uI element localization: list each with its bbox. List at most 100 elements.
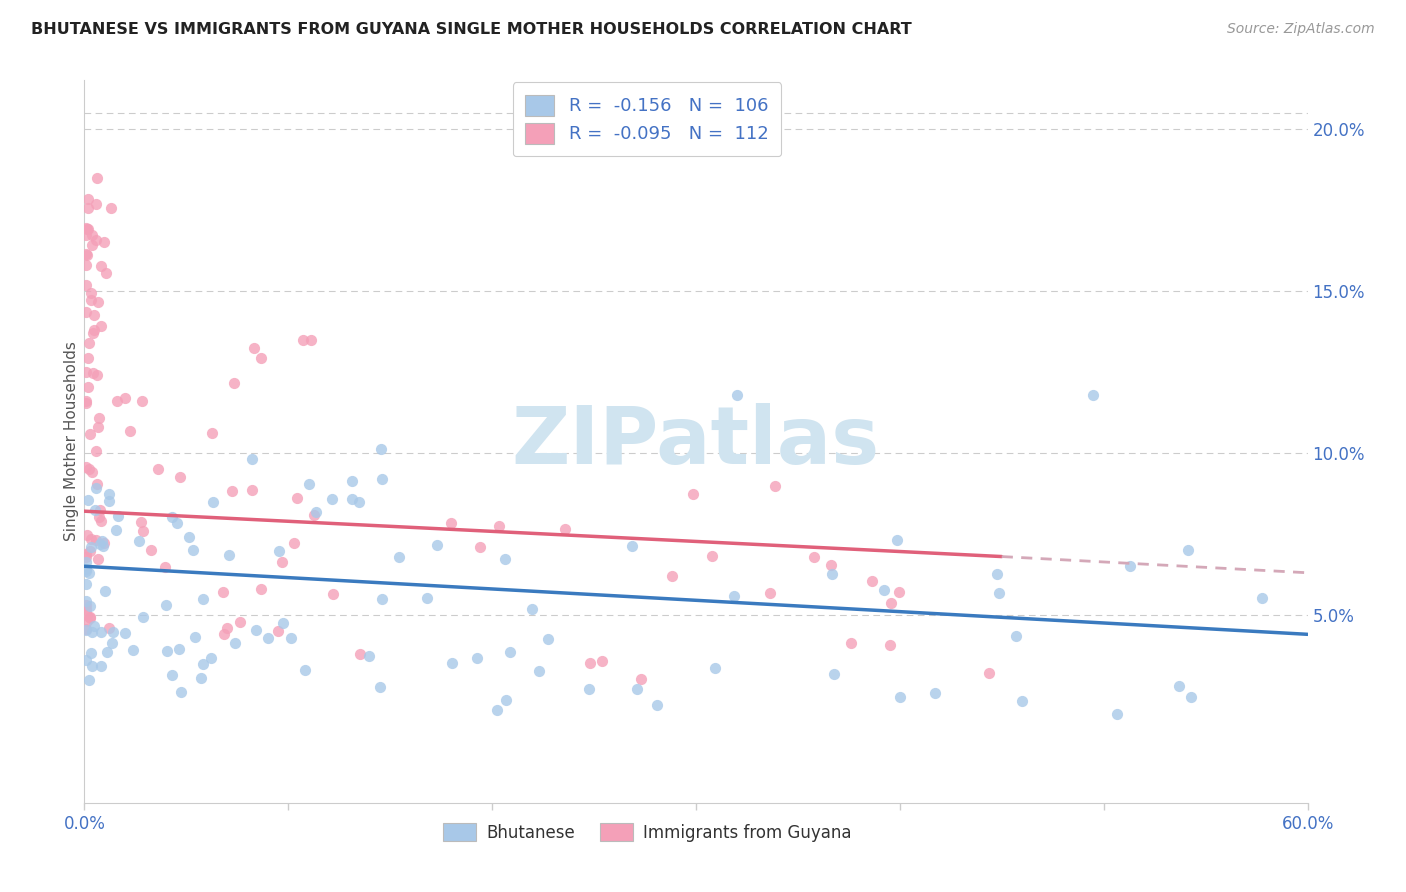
Point (661, 569, 683, 583)
Point (1081, 387, 1104, 401)
Point (181, 542, 204, 557)
Point (1005, 629, 1028, 643)
Point (75, 548, 97, 562)
Point (132, 609, 155, 624)
Point (86, 197, 108, 211)
Point (494, 552, 516, 566)
Point (80, 624, 103, 639)
Point (626, 681, 648, 696)
Point (527, 664, 550, 678)
Point (200, 651, 222, 665)
Point (114, 391, 136, 405)
Point (83, 619, 105, 633)
Point (763, 479, 786, 493)
Point (86, 368, 108, 382)
Point (90, 534, 112, 549)
Point (79, 543, 101, 558)
Point (520, 602, 543, 616)
Point (371, 591, 394, 606)
Point (75, 365, 97, 379)
Point (76, 614, 98, 628)
Point (79, 335, 101, 350)
Point (90, 625, 112, 640)
Point (76, 528, 98, 542)
Point (304, 508, 326, 522)
Point (75, 598, 97, 612)
Point (87, 295, 110, 310)
Point (645, 698, 668, 712)
Point (579, 656, 602, 670)
Point (75, 277, 97, 292)
Point (321, 491, 343, 506)
Point (986, 567, 1008, 582)
Point (425, 538, 447, 552)
Point (86, 170, 108, 185)
Point (370, 442, 392, 457)
Point (100, 635, 122, 649)
Point (156, 644, 179, 658)
Point (270, 555, 292, 569)
Point (80, 533, 103, 547)
Point (84, 502, 107, 516)
Point (84, 481, 107, 495)
Point (90, 658, 112, 673)
Point (76, 192, 98, 206)
Point (120, 424, 142, 438)
Point (441, 657, 464, 671)
Point (166, 516, 188, 530)
Point (122, 643, 145, 657)
Point (245, 623, 267, 637)
Point (889, 690, 911, 704)
Point (75, 304, 97, 318)
Point (879, 638, 901, 652)
Point (75, 622, 97, 636)
Point (283, 535, 305, 549)
Point (83, 308, 105, 322)
Point (94, 583, 117, 598)
Point (280, 631, 302, 645)
Point (75, 562, 97, 576)
Point (169, 685, 191, 699)
Point (139, 543, 162, 558)
Point (146, 462, 169, 476)
Point (682, 487, 704, 501)
Point (89, 503, 111, 517)
Point (128, 534, 150, 549)
Point (215, 621, 238, 635)
Point (75, 246, 97, 260)
Point (440, 516, 463, 530)
Point (211, 585, 233, 599)
Point (349, 647, 371, 661)
Point (86, 477, 108, 491)
Legend: Bhutanese, Immigrants from Guyana: Bhutanese, Immigrants from Guyana (436, 817, 858, 848)
Point (131, 394, 153, 409)
Point (169, 469, 191, 483)
Point (94, 266, 117, 280)
Point (177, 530, 200, 544)
Point (75, 220, 97, 235)
Point (97, 487, 120, 501)
Point (803, 550, 825, 565)
Point (273, 616, 295, 631)
Point (267, 624, 290, 639)
Point (75, 594, 97, 608)
Point (100, 201, 122, 215)
Point (630, 672, 652, 686)
Point (193, 657, 215, 671)
Point (591, 653, 613, 667)
Point (184, 630, 207, 644)
Point (1119, 559, 1142, 574)
Point (224, 376, 246, 390)
Point (87, 420, 110, 434)
Point (1180, 690, 1202, 705)
Point (1168, 679, 1191, 693)
Point (80, 293, 103, 307)
Point (129, 515, 152, 529)
Point (89, 537, 111, 551)
Point (860, 574, 883, 588)
Point (77, 222, 100, 236)
Point (96, 644, 118, 658)
Point (77, 673, 100, 687)
Point (298, 477, 321, 491)
Point (703, 661, 725, 675)
